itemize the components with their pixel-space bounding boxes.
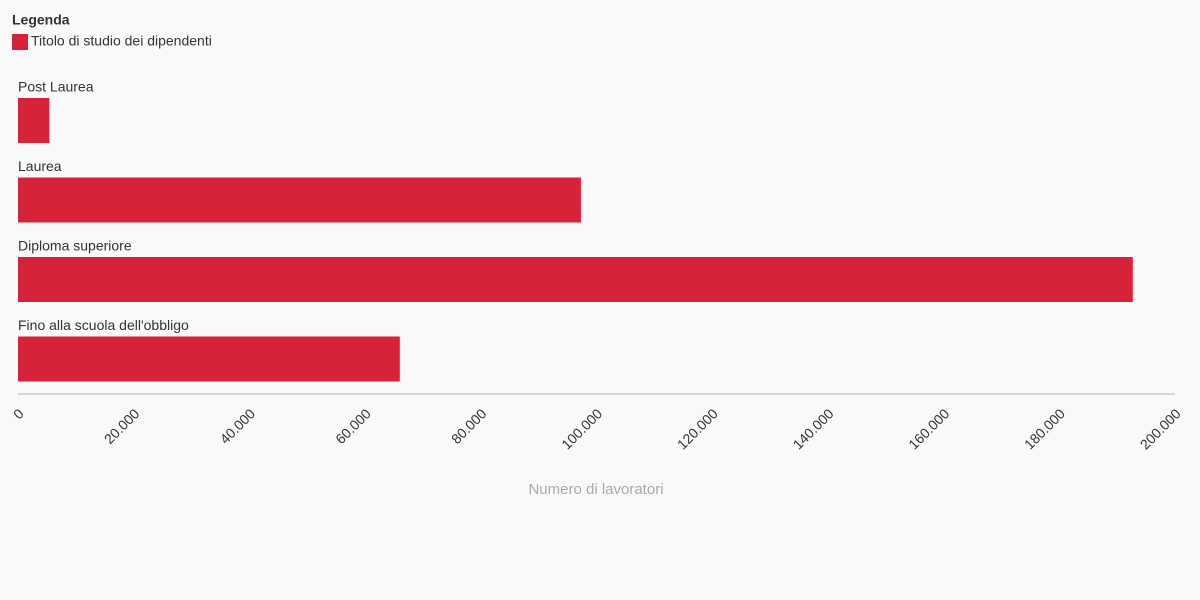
x-tick-label: 20.000: [101, 405, 143, 447]
bar: [18, 98, 50, 143]
x-tick-label: 0: [10, 405, 27, 422]
category-label: Laurea: [18, 158, 62, 174]
x-axis-title: Numero di lavoratori: [528, 481, 663, 498]
category-label: Fino alla scuola dell'obbligo: [18, 317, 189, 333]
legend-title: Legenda: [12, 12, 70, 28]
category-label: Post Laurea: [18, 79, 94, 95]
x-tick-label: 80.000: [448, 405, 490, 447]
x-tick-label: 140.000: [790, 405, 837, 452]
x-tick-label: 40.000: [217, 405, 259, 447]
legend-label: Titolo di studio dei dipendenti: [31, 33, 212, 49]
bar: [18, 257, 1133, 302]
bar: [18, 336, 400, 382]
bar: [18, 177, 581, 223]
x-tick-label: 160.000: [905, 405, 952, 452]
x-tick-label: 180.000: [1021, 405, 1068, 452]
x-tick-label: 100.000: [558, 405, 605, 452]
x-tick-label: 200.000: [1137, 405, 1184, 452]
x-tick-label: 120.000: [674, 405, 721, 452]
category-label: Diploma superiore: [18, 238, 132, 254]
x-tick-label: 60.000: [332, 405, 374, 447]
legend-swatch: [12, 34, 28, 50]
